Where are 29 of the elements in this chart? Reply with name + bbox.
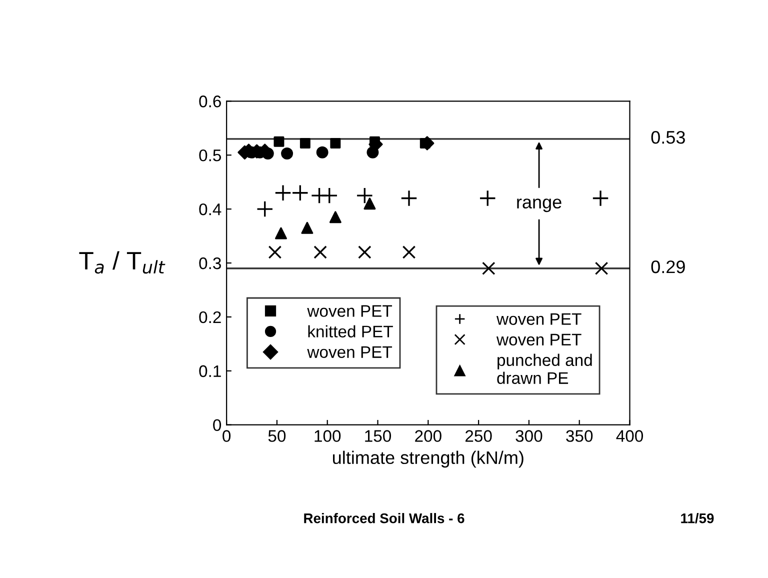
x-axis-title: ultimate strength (kN/m): [333, 450, 524, 468]
x-tick-label: 50: [268, 430, 286, 442]
x-tick-label: 350: [566, 430, 593, 442]
x-tick-label: 150: [365, 430, 392, 442]
x-tick-label: 300: [516, 430, 542, 442]
legend-label: woven PET: [496, 334, 582, 346]
y-tick-label: 0: [213, 419, 222, 432]
y-tick-label: 0.3: [199, 257, 221, 270]
legend-label: woven PET: [496, 313, 582, 325]
x-tick-label: 400: [616, 430, 644, 442]
y-tick-label: 0.5: [199, 150, 221, 162]
text: Reinforced Soil Walls - 6: [304, 513, 464, 524]
y-tick-label: 0.6: [199, 96, 221, 108]
y-tick-label: 0.4: [199, 203, 222, 216]
x-tick-label: 200: [415, 430, 442, 442]
x-tick-label: 250: [465, 430, 492, 442]
x-tick-label: 0: [222, 430, 231, 442]
legend-label: knitted PET: [308, 325, 393, 338]
x-tick-label: 100: [314, 430, 341, 442]
text: 11/59: [681, 513, 714, 524]
annotation: range: [517, 198, 562, 212]
ref-line-label: 0.29: [651, 260, 685, 274]
legend-label: woven PET: [307, 346, 392, 358]
y-axis-title: T$_{a}$ / T$_{ult}$: [79, 251, 166, 274]
y-tick-label: 0.2: [199, 311, 221, 324]
legend-label: woven PET: [307, 305, 392, 317]
legend-label: punched and drawn PE: [497, 354, 592, 384]
ref-line-label: 0.53: [651, 130, 685, 144]
y-tick-label: 0.1: [199, 365, 221, 378]
